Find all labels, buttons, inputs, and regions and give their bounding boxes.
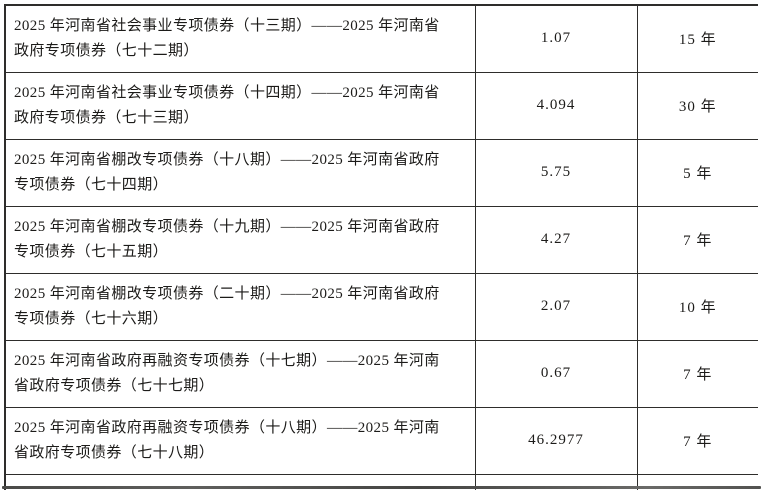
scan-cutoff-artifact xyxy=(2,486,761,489)
bond-name-cell: 2025 年河南省棚改专项债券（十九期）——2025 年河南省政府 专项债券（七… xyxy=(4,205,476,274)
bond-name-line-1: 2025 年河南省社会事业专项债券（十三期）——2025 年河南省 xyxy=(14,17,440,34)
bond-name-cell: 2025 年河南省政府再融资专项债券（十七期）——2025 年河南 省政府专项债… xyxy=(4,339,476,408)
bond-name-line-2: 政府专项债券（七十三期） xyxy=(14,109,199,126)
table-row: 2025 年河南省棚改专项债券（十八期）——2025 年河南省政府 专项债券（七… xyxy=(4,138,758,207)
table-row: 2025 年河南省棚改专项债券（二十期）——2025 年河南省政府 专项债券（七… xyxy=(4,272,758,341)
bond-name-line-2: 专项债券（七十五期） xyxy=(14,243,169,260)
table-row: 2025 年河南省棚改专项债券（十九期）——2025 年河南省政府 专项债券（七… xyxy=(4,205,758,274)
bond-table-container: 2025 年河南省社会事业专项债券（十三期）——2025 年河南省 政府专项债券… xyxy=(4,4,758,490)
bond-name-cell: 2025 年河南省棚改专项债券（十八期）——2025 年河南省政府 专项债券（七… xyxy=(4,138,476,207)
bond-name-line-1: 2025 年河南省社会事业专项债券（十四期）——2025 年河南省 xyxy=(14,84,440,101)
bond-name-line-1: 2025 年河南省棚改专项债券（二十期）——2025 年河南省政府 xyxy=(14,285,440,302)
bond-name-cell: 2025 年河南省政府再融资专项债券（十八期）——2025 年河南 省政府专项债… xyxy=(4,406,476,475)
bond-term-cell: 7 年 xyxy=(636,339,758,408)
table-row: 2025 年河南省社会事业专项债券（十四期）——2025 年河南省 政府专项债券… xyxy=(4,71,758,140)
bond-amount-cell: 0.67 xyxy=(474,339,638,408)
bond-name-line-1: 2025 年河南省棚改专项债券（十九期）——2025 年河南省政府 xyxy=(14,218,440,235)
bond-amount-cell: 5.75 xyxy=(474,138,638,207)
bond-table: 2025 年河南省社会事业专项债券（十三期）——2025 年河南省 政府专项债券… xyxy=(4,4,758,490)
bond-name-line-2: 专项债券（七十六期） xyxy=(14,310,169,327)
table-row: 2025 年河南省社会事业专项债券（十三期）——2025 年河南省 政府专项债券… xyxy=(4,4,758,73)
bond-name-cell: 2025 年河南省棚改专项债券（二十期）——2025 年河南省政府 专项债券（七… xyxy=(4,272,476,341)
bond-amount-cell: 2.07 xyxy=(474,272,638,341)
bond-amount-cell: 4.094 xyxy=(474,71,638,140)
bond-term-cell: 10 年 xyxy=(636,272,758,341)
bond-name-line-1: 2025 年河南省棚改专项债券（十八期）——2025 年河南省政府 xyxy=(14,151,440,168)
table-row: 2025 年河南省政府再融资专项债券（十七期）——2025 年河南 省政府专项债… xyxy=(4,339,758,408)
bond-name-line-1: 2025 年河南省政府再融资专项债券（十八期）——2025 年河南 xyxy=(14,419,440,436)
bond-amount-cell: 1.07 xyxy=(474,4,638,73)
bond-name-cell: 2025 年河南省社会事业专项债券（十三期）——2025 年河南省 政府专项债券… xyxy=(4,4,476,73)
bond-amount-cell: 46.2977 xyxy=(474,406,638,475)
bond-name-line-1: 2025 年河南省政府再融资专项债券（十七期）——2025 年河南 xyxy=(14,352,440,369)
bond-term-cell: 7 年 xyxy=(636,406,758,475)
bond-term-cell: 30 年 xyxy=(636,71,758,140)
bond-table-body: 2025 年河南省社会事业专项债券（十三期）——2025 年河南省 政府专项债券… xyxy=(4,4,758,475)
bond-term-cell: 5 年 xyxy=(636,138,758,207)
bond-term-cell: 15 年 xyxy=(636,4,758,73)
bond-term-cell: 7 年 xyxy=(636,205,758,274)
bond-name-line-2: 专项债券（七十四期） xyxy=(14,176,169,193)
table-row: 2025 年河南省政府再融资专项债券（十八期）——2025 年河南 省政府专项债… xyxy=(4,406,758,475)
bond-name-line-2: 省政府专项债券（七十八期） xyxy=(14,444,215,461)
bond-amount-cell: 4.27 xyxy=(474,205,638,274)
bond-name-line-2: 政府专项债券（七十二期） xyxy=(14,42,199,59)
bond-name-line-2: 省政府专项债券（七十七期） xyxy=(14,377,215,394)
bond-name-cell: 2025 年河南省社会事业专项债券（十四期）——2025 年河南省 政府专项债券… xyxy=(4,71,476,140)
